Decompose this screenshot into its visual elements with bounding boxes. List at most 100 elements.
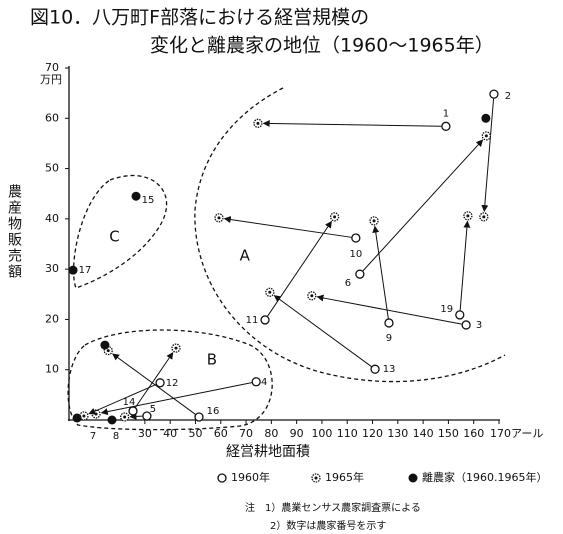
household-label: 1 (443, 108, 449, 119)
household-label: 16 (207, 406, 220, 417)
y-tick-label: 10 (45, 363, 59, 376)
x-tick-label: 110 (337, 427, 358, 440)
point-1965-center (82, 414, 86, 418)
point-1965-center (372, 219, 376, 223)
legend-marker (217, 473, 227, 483)
point-1965-center (256, 121, 260, 125)
move-arrow (223, 216, 352, 238)
y-tick-label: 60 (45, 111, 59, 124)
point-1965-center (268, 290, 272, 294)
x-tick-label: 60 (214, 427, 228, 440)
x-tick-label: 170アール (490, 427, 543, 440)
point-1965-center (466, 214, 470, 218)
move-arrow (88, 384, 157, 415)
separated-point (131, 191, 141, 201)
group-label: B (207, 351, 217, 369)
x-tick-label: 150 (438, 427, 459, 440)
note: 注 1）農業センサス農家調査票による (245, 501, 421, 514)
y-tick-label: 40 (45, 212, 59, 225)
point-1965-center (94, 412, 98, 416)
y-unit: 万円 (40, 73, 62, 86)
point-1960 (455, 310, 465, 320)
legend-label: 離農家（1960.1965年） (422, 470, 548, 484)
group-label: A (240, 247, 251, 265)
household-label: 13 (383, 364, 396, 375)
note: 2）数字は農家番号を示す (270, 519, 386, 532)
move-arrow (135, 352, 174, 408)
household-label: 10 (349, 249, 362, 260)
point-1960 (155, 378, 165, 388)
title: 図10．八万町F部落における経営規模の (30, 7, 369, 29)
point-1965-center (333, 215, 337, 219)
x-tick-label: 90 (290, 427, 304, 440)
point-1960 (128, 406, 138, 416)
x-tick-label: 50 (188, 427, 202, 440)
point-1960 (260, 315, 270, 325)
legend-label: 1965年 (325, 470, 364, 484)
move-arrow (129, 412, 143, 420)
point-1960 (489, 89, 499, 99)
x-tick-label: 80 (264, 427, 278, 440)
point-1960 (384, 318, 394, 328)
household-label: 9 (386, 333, 392, 344)
x-tick-label: 40 (163, 427, 177, 440)
legend: 1960年 1965年 離農家（1960.1965年） (217, 470, 548, 484)
move-arrow (372, 225, 389, 319)
legend-label: 1960年 (231, 470, 270, 484)
point-1960 (355, 269, 365, 279)
region-a (194, 87, 506, 383)
separated-point (68, 265, 78, 275)
point-1965-center (123, 415, 127, 419)
household-label: 11 (246, 315, 259, 326)
x-tick-label: 140 (413, 427, 434, 440)
region-c (73, 174, 168, 289)
household-label: 14 (123, 397, 136, 408)
point-1960 (194, 412, 204, 422)
move-arrow (316, 294, 462, 325)
y-tick-label: 20 (45, 312, 59, 325)
point-1960 (441, 121, 451, 131)
y-tick-label: 70 (45, 61, 59, 74)
separated-point (481, 113, 491, 123)
y-axis-title: 農産物販売額 (6, 184, 22, 280)
point-1965-center (217, 216, 221, 220)
point-1960 (461, 320, 471, 330)
move-arrow (112, 353, 196, 415)
move-arrow (100, 382, 252, 416)
household-label: 6 (345, 278, 351, 289)
point-1960 (251, 377, 261, 387)
move-arrow (267, 220, 332, 317)
point-1965-center (310, 294, 314, 298)
x-tick-label: 100 (311, 427, 332, 440)
point-1965-center (106, 349, 110, 353)
separated-point (100, 340, 110, 350)
household-label: 4 (261, 377, 267, 388)
household-label: 19 (440, 304, 453, 315)
move-arrow (481, 98, 495, 213)
point-1965-center (484, 134, 488, 138)
legend-marker (408, 473, 418, 483)
household-label: 7 (90, 431, 96, 442)
move-arrow (362, 139, 484, 272)
x-tick-label: 130 (387, 427, 408, 440)
y-tick-label: 50 (45, 162, 59, 175)
household-label: 2 (505, 91, 511, 102)
household-label: 5 (150, 404, 156, 415)
group-label: C (109, 227, 119, 245)
region-b (67, 329, 273, 431)
point-1960 (370, 364, 380, 374)
household-label: 3 (476, 320, 482, 331)
move-arrow (262, 120, 442, 128)
separated-point (72, 413, 82, 423)
x-tick-label: 30 (138, 427, 152, 440)
move-arrow (459, 220, 471, 311)
point-1960 (351, 233, 361, 243)
x-tick-label: 120 (362, 427, 383, 440)
x-tick-label: 70 (239, 427, 253, 440)
separated-point (107, 415, 117, 425)
move-arrow (273, 295, 372, 367)
household-label: 8 (113, 431, 119, 442)
point-1960 (142, 411, 152, 421)
household-label: 12 (166, 378, 179, 389)
